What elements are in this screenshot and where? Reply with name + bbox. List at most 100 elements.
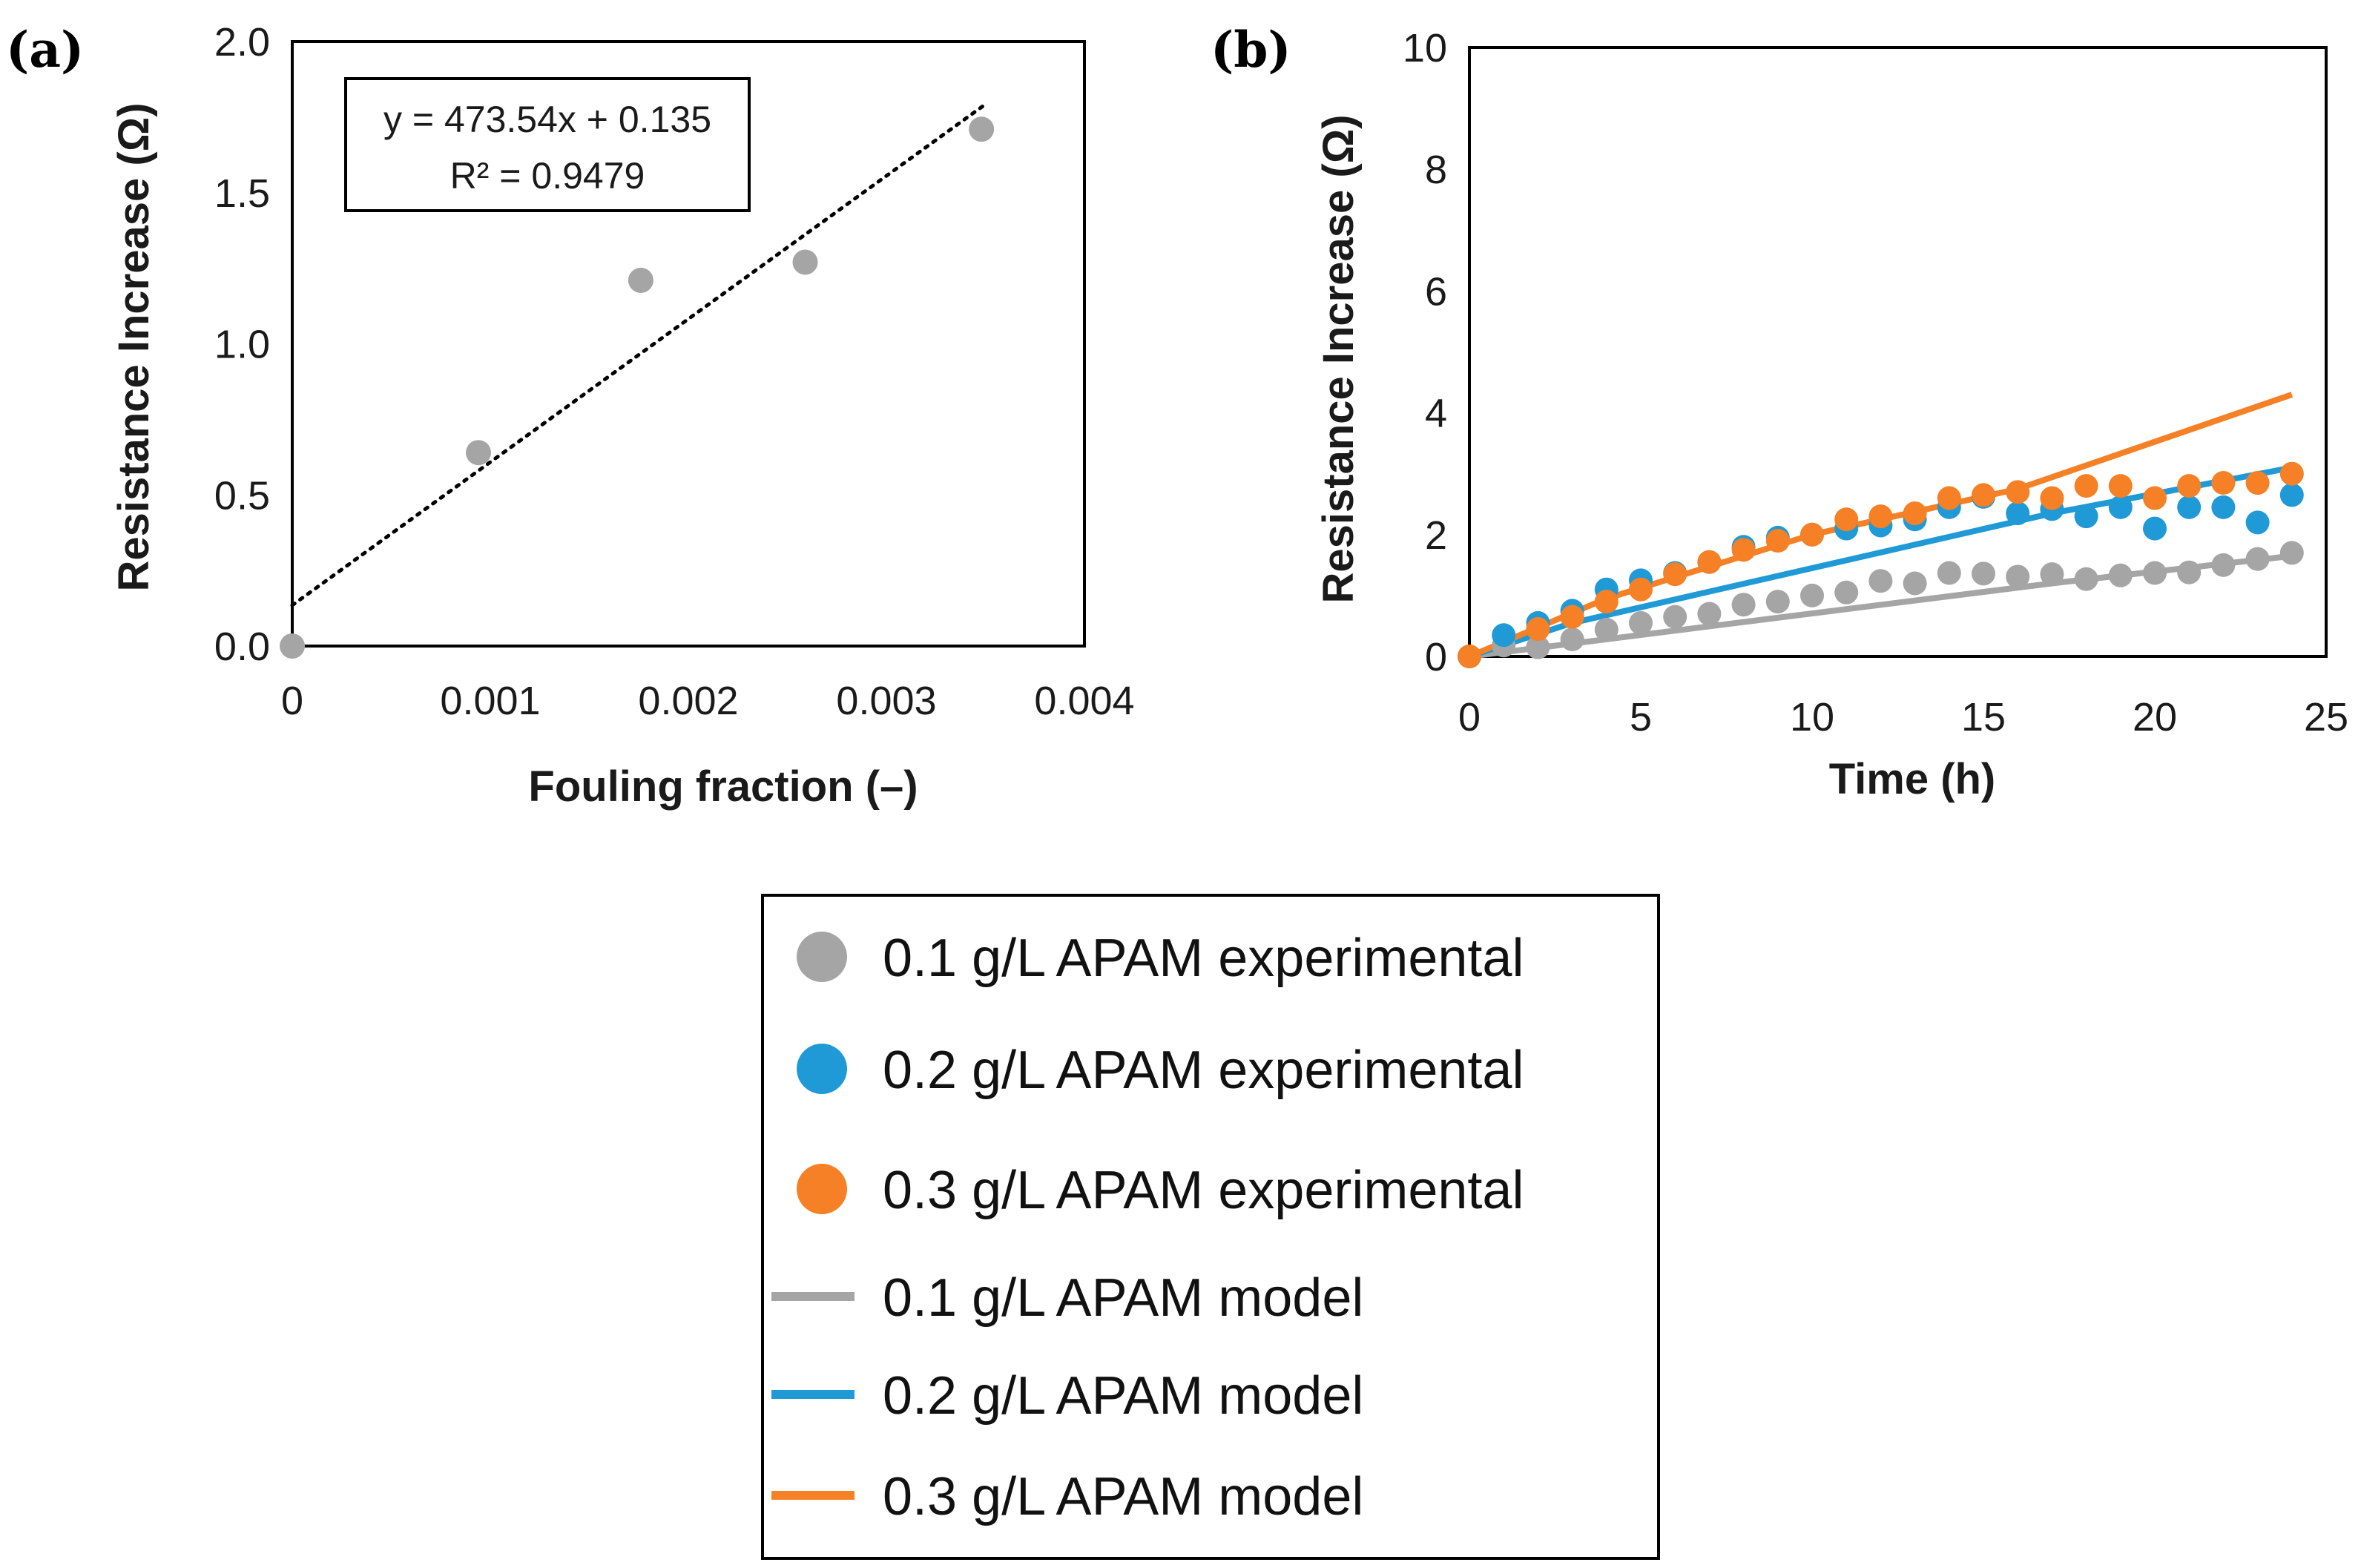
data-point [2177, 495, 2202, 519]
points-a [280, 116, 995, 659]
x-tick-label: 20 [2133, 695, 2177, 739]
data-point [628, 267, 653, 293]
data-point [1868, 569, 1893, 593]
data-point [1492, 623, 1516, 648]
x-tick-label: 15 [1961, 695, 2006, 739]
data-point [1937, 486, 1961, 510]
equation-box-frame [344, 77, 751, 212]
x-tick-label: 0.001 [440, 679, 540, 723]
x-tick-label: 25 [2304, 695, 2348, 739]
data-point [2006, 501, 2030, 526]
legend-frame [761, 894, 1660, 1560]
data-point [2108, 563, 2133, 587]
y-axis-label-a: Resistance Increase (Ω) [110, 102, 158, 591]
plot-area-b [1468, 46, 2328, 658]
data-point [2040, 486, 2064, 510]
data-point [1765, 590, 1790, 614]
data-point [2279, 541, 2304, 565]
y-tick-label: 4 [1425, 392, 1447, 436]
data-point [2074, 474, 2098, 498]
data-point [2143, 486, 2167, 510]
y-tick-label: 6 [1425, 269, 1447, 314]
legend-label: 0.3 g/L APAM model [883, 1467, 1363, 1526]
data-point [1972, 483, 1995, 507]
x-tick-label: 0.003 [836, 679, 936, 723]
plot-area-a [291, 40, 1086, 648]
y-tick-label: 8 [1425, 148, 1447, 192]
data-point [1526, 635, 1550, 659]
x-tick-label: 0.002 [638, 679, 738, 723]
data-point [2279, 483, 2304, 507]
data-point [1972, 561, 1995, 586]
equation-text: y = 473.54x + 0.135 [383, 99, 711, 140]
data-point [1629, 610, 1653, 635]
x-tick-label: 0 [281, 679, 303, 723]
data-point [2006, 564, 2030, 589]
data-point [1594, 590, 1619, 614]
panel-a-label: (a) [6, 21, 84, 79]
legend-label: 0.2 g/L APAM experimental [883, 1041, 1524, 1100]
data-point [2211, 553, 2236, 577]
data-point [2211, 495, 2236, 519]
legend-marker [797, 1044, 847, 1094]
data-point [1800, 583, 1824, 607]
data-point [2108, 474, 2133, 498]
data-point [1731, 538, 1756, 562]
experimental-points [1458, 461, 2304, 668]
data-point [1868, 504, 1893, 529]
panel-b-label: (b) [1211, 21, 1291, 79]
data-point [2006, 480, 2030, 504]
panel-a: (a) 0.0 0.5 1.0 1.5 2.0 0 0.001 0.002 0.003 0.00… [6, 20, 1135, 811]
legend-marker [797, 932, 847, 982]
model-line [1468, 464, 2293, 659]
x-axis-label-a: Fouling fraction (–) [528, 762, 918, 811]
data-point [1629, 577, 1653, 602]
legend-label: 0.2 g/L APAM model [883, 1366, 1363, 1426]
data-point [2245, 510, 2270, 535]
legend-items: 0.1 g/L APAM experimental 0.2 g/L APAM ex… [771, 929, 1524, 1526]
data-point [1663, 562, 1687, 587]
data-point [2245, 471, 2270, 495]
data-point [1594, 617, 1619, 642]
y-tick-label: 2 [1425, 513, 1447, 558]
y-tick-label: 1.5 [214, 171, 270, 216]
x-axis-label-b: Time (h) [1829, 755, 1996, 803]
data-point [1697, 550, 1722, 574]
x-tick-label: 0 [1458, 695, 1481, 739]
x-ticks-b: 0 5 10 15 20 25 [1458, 695, 2348, 739]
legend-label: 0.1 g/L APAM experimental [883, 929, 1524, 988]
y-tick-label: 2.0 [214, 20, 270, 65]
legend-label: 0.3 g/L APAM experimental [883, 1161, 1524, 1220]
data-point [2279, 461, 2304, 486]
y-tick-label: 0.5 [214, 473, 270, 518]
data-point [465, 440, 491, 466]
y-tick-label: 10 [1403, 26, 1447, 70]
data-point [1903, 571, 1927, 596]
data-point [2211, 471, 2236, 495]
data-point [1834, 580, 1859, 605]
data-point [2245, 547, 2270, 571]
equation-box: y = 473.54x + 0.135 R² = 0.9479 [344, 77, 751, 212]
data-point [1560, 627, 1584, 652]
data-point [2074, 567, 2098, 591]
y-tick-label: 1.0 [214, 323, 270, 367]
trendline [290, 102, 987, 607]
legend-label: 0.1 g/L APAM model [883, 1268, 1363, 1328]
legend-marker [797, 1164, 847, 1214]
x-ticks-a: 0 0.001 0.002 0.003 0.004 [281, 679, 1135, 723]
data-point [2177, 474, 2202, 498]
data-point [2143, 516, 2167, 541]
data-point [1560, 605, 1584, 629]
data-point [2074, 504, 2098, 529]
data-point [1458, 645, 1481, 668]
y-axis-label-b: Resistance Increase (Ω) [1314, 114, 1363, 603]
data-point [969, 116, 995, 142]
data-point [280, 633, 305, 659]
data-point [1663, 605, 1687, 629]
y-tick-label: 0.0 [214, 625, 270, 669]
data-point [2177, 560, 2202, 584]
data-point [2040, 562, 2064, 587]
data-point [1526, 617, 1550, 642]
y-tick-label: 0 [1425, 635, 1447, 679]
